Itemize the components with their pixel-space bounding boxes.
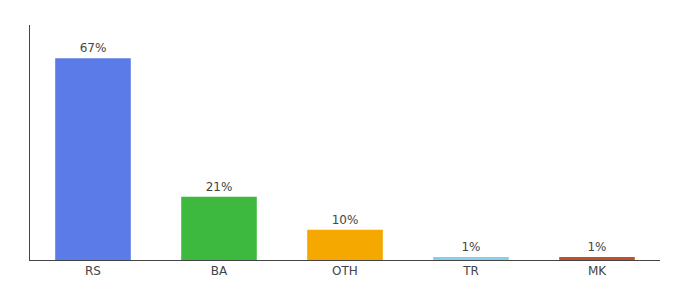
svg-text:OTH: OTH [332,264,358,278]
svg-text:10%: 10% [332,213,359,227]
svg-text:RS: RS [85,264,101,278]
svg-text:67%: 67% [80,41,107,55]
svg-text:21%: 21% [206,180,233,194]
svg-text:MK: MK [588,264,607,278]
svg-text:TR: TR [462,264,479,278]
svg-text:1%: 1% [461,240,480,254]
svg-text:BA: BA [211,264,228,278]
svg-text:1%: 1% [587,240,606,254]
